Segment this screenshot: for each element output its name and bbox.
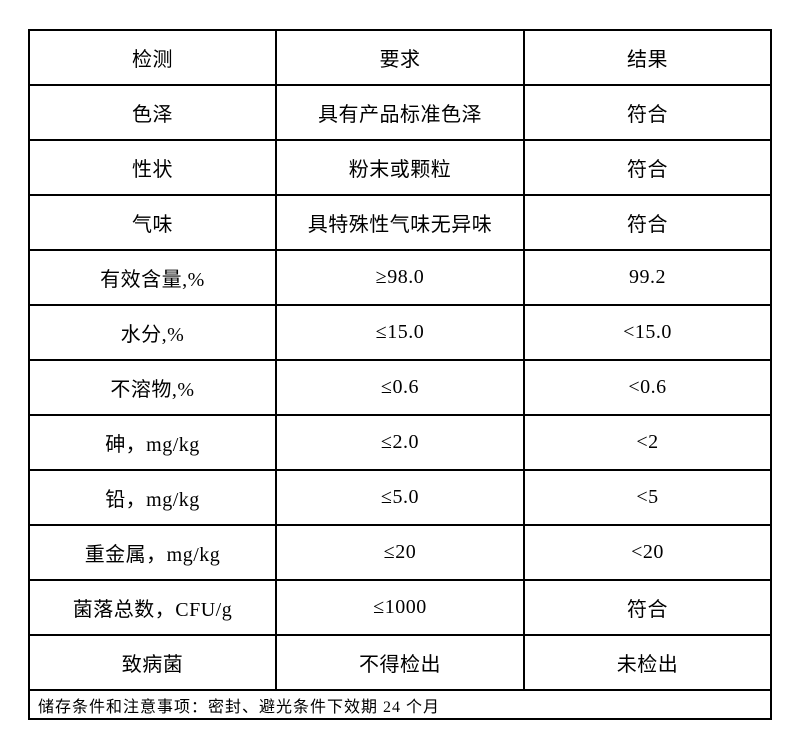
storage-conditions-note: 储存条件和注意事项：密封、避光条件下效期 24 个月 [28,689,772,720]
table-row: 水分,% ≤15.0 <15.0 [28,304,772,361]
table-row: 致病菌 不得检出 未检出 [28,634,772,691]
cell-item: 气味 [28,194,277,251]
cell-item: 水分,% [28,304,277,361]
cell-requirement: 粉末或颗粒 [275,139,525,196]
cell-requirement: ≤0.6 [275,359,525,416]
cell-item: 性状 [28,139,277,196]
cell-requirement: ≤20 [275,524,525,581]
cell-item: 铅，mg/kg [28,469,277,526]
cell-result: <5 [523,469,772,526]
cell-item: 致病菌 [28,634,277,691]
inspection-table: 检测 要求 结果 色泽 具有产品标准色泽 符合 性状 粉末或颗粒 符合 气味 具… [28,29,772,720]
cell-result: <15.0 [523,304,772,361]
cell-requirement: ≤15.0 [275,304,525,361]
cell-result: 99.2 [523,249,772,306]
table-row: 菌落总数，CFU/g ≤1000 符合 [28,579,772,636]
cell-item: 菌落总数，CFU/g [28,579,277,636]
table-row: 性状 粉末或颗粒 符合 [28,139,772,196]
cell-requirement: 具有产品标准色泽 [275,84,525,141]
table-row: 气味 具特殊性气味无异味 符合 [28,194,772,251]
table-row: 铅，mg/kg ≤5.0 <5 [28,469,772,526]
cell-requirement: ≤5.0 [275,469,525,526]
table-header-row: 检测 要求 结果 [28,29,772,86]
cell-requirement: 具特殊性气味无异味 [275,194,525,251]
cell-item: 色泽 [28,84,277,141]
table-row: 砷，mg/kg ≤2.0 <2 [28,414,772,471]
cell-item: 有效含量,% [28,249,277,306]
table-footer-row: 储存条件和注意事项：密封、避光条件下效期 24 个月 [28,689,772,720]
cell-result: 符合 [523,194,772,251]
cell-requirement: 不得检出 [275,634,525,691]
cell-result: 符合 [523,139,772,196]
table-row: 色泽 具有产品标准色泽 符合 [28,84,772,141]
cell-requirement: ≥98.0 [275,249,525,306]
cell-requirement: ≤1000 [275,579,525,636]
column-header-result: 结果 [523,29,772,86]
cell-result: 符合 [523,84,772,141]
cell-item: 重金属，mg/kg [28,524,277,581]
table-row: 重金属，mg/kg ≤20 <20 [28,524,772,581]
column-header-requirement: 要求 [275,29,525,86]
cell-requirement: ≤2.0 [275,414,525,471]
cell-item: 砷，mg/kg [28,414,277,471]
cell-item: 不溶物,% [28,359,277,416]
cell-result: <20 [523,524,772,581]
cell-result: <0.6 [523,359,772,416]
cell-result: 未检出 [523,634,772,691]
cell-result: 符合 [523,579,772,636]
inspection-table-container: 检测 要求 结果 色泽 具有产品标准色泽 符合 性状 粉末或颗粒 符合 气味 具… [28,29,772,720]
table-row: 有效含量,% ≥98.0 99.2 [28,249,772,306]
table-row: 不溶物,% ≤0.6 <0.6 [28,359,772,416]
cell-result: <2 [523,414,772,471]
column-header-test: 检测 [28,29,277,86]
